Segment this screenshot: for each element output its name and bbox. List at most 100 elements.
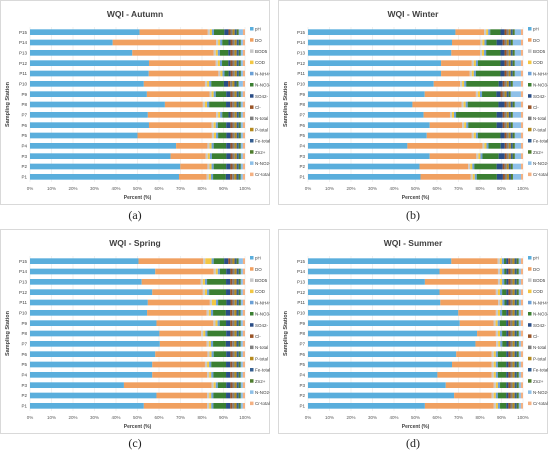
bar-segment	[207, 80, 210, 87]
bar-segment	[226, 361, 231, 368]
bar-segment	[238, 49, 241, 56]
bar-segment	[30, 29, 140, 36]
bar-segment	[225, 173, 231, 180]
legend-label: N-total	[533, 345, 546, 350]
bar-segment	[514, 392, 517, 399]
bar-segment	[491, 371, 494, 378]
y-tick-label: P13	[19, 50, 28, 55]
bar-segment	[506, 163, 509, 170]
bar-segment	[441, 60, 472, 67]
bar-segment	[510, 132, 513, 139]
bar-segment	[202, 101, 205, 108]
bar-segment	[152, 361, 205, 368]
bar-segment	[308, 70, 442, 77]
x-tick-label: 80%	[197, 186, 206, 191]
bar-segment	[520, 132, 523, 139]
panel-a: WQI - Autumn 0% 10% 20% 30% 40% 50% 60% 70% 80% 90…	[0, 0, 272, 210]
bar-segment	[232, 122, 235, 129]
bar-segment	[516, 340, 519, 347]
bar-segment	[234, 153, 237, 160]
bar-segment	[240, 351, 243, 358]
bar-segment	[234, 111, 237, 118]
bar-segment	[242, 122, 245, 129]
bar-segment	[500, 132, 505, 139]
bar-segment	[516, 361, 519, 368]
y-tick-label: P1	[21, 174, 27, 179]
bar-segment	[230, 340, 233, 347]
legend-label: N-NH4+	[255, 300, 270, 305]
bar-segment	[308, 330, 478, 337]
bar-segment	[514, 382, 517, 389]
bar-segment	[512, 49, 515, 56]
legend-swatch	[250, 38, 254, 42]
bar-segment	[475, 340, 497, 347]
legend-label: SO42-	[533, 323, 547, 328]
bar-segment	[512, 278, 515, 285]
bar-segment	[516, 278, 519, 285]
bar-segment	[468, 163, 471, 170]
bar-segment	[520, 60, 523, 67]
bar-segment	[215, 382, 218, 389]
bar-segment	[502, 122, 505, 129]
legend-label: N-NH4+	[533, 300, 548, 305]
bar-segment	[236, 278, 239, 285]
legend-label: SO42-	[255, 94, 269, 99]
bar-segment	[213, 29, 225, 36]
bar-segment	[238, 29, 243, 36]
bar-segment	[475, 132, 478, 139]
bar-segment	[207, 361, 210, 368]
bar-segment	[148, 122, 212, 129]
bar-segment	[213, 258, 225, 265]
bar-segment	[510, 382, 513, 389]
bar-segment	[520, 361, 523, 368]
bar-segment	[207, 289, 210, 296]
bar-segment	[209, 153, 212, 160]
bar-segment	[491, 392, 494, 399]
bar-segment	[452, 111, 455, 118]
bar-segment	[232, 382, 235, 389]
y-tick-label: P4	[21, 372, 27, 377]
bar-segment	[236, 330, 239, 337]
bar-segment	[137, 132, 212, 139]
bar-segment	[500, 340, 503, 347]
bar-segment	[504, 91, 507, 98]
bar-segment	[216, 111, 219, 118]
bar-segment	[30, 340, 160, 347]
bar-segment	[141, 278, 201, 285]
legend-swatch	[528, 94, 532, 98]
bar-segment	[230, 278, 233, 285]
bar-segment	[516, 371, 519, 378]
bar-segment	[514, 299, 517, 306]
bar-segment	[512, 70, 515, 77]
bar-segment	[230, 371, 233, 378]
bar-segment	[213, 340, 226, 347]
panel-d: WQI - Summer 0% 10% 20% 30% 40% 50% 60% 70% 80% 90…	[278, 229, 550, 439]
bar-segment	[30, 289, 153, 296]
bar-segment	[476, 153, 479, 160]
legend-swatch	[250, 278, 254, 282]
legend-swatch	[250, 390, 254, 394]
bar-segment	[518, 299, 521, 306]
bar-segment	[466, 122, 469, 129]
bar-segment	[520, 39, 523, 46]
bar-segment	[497, 258, 500, 265]
x-tick-label: 40%	[389, 186, 398, 191]
bar-segment	[213, 49, 216, 56]
bar-segment	[209, 163, 212, 170]
legend-swatch	[528, 27, 532, 31]
bar-segment	[493, 320, 496, 327]
legend-swatch	[250, 94, 254, 98]
bar-segment	[30, 320, 157, 327]
bar-segment	[514, 70, 521, 77]
bar-segment	[232, 309, 235, 316]
bar-segment	[500, 402, 507, 409]
bar-segment	[209, 80, 212, 87]
bar-segment	[204, 101, 208, 108]
bar-segment	[420, 173, 471, 180]
y-tick-label: P6	[299, 123, 305, 128]
bar-segment	[205, 258, 212, 265]
bar-segment	[504, 29, 507, 36]
bar-segment	[146, 91, 210, 98]
bar-segment	[512, 80, 521, 87]
bar-segment	[207, 278, 227, 285]
